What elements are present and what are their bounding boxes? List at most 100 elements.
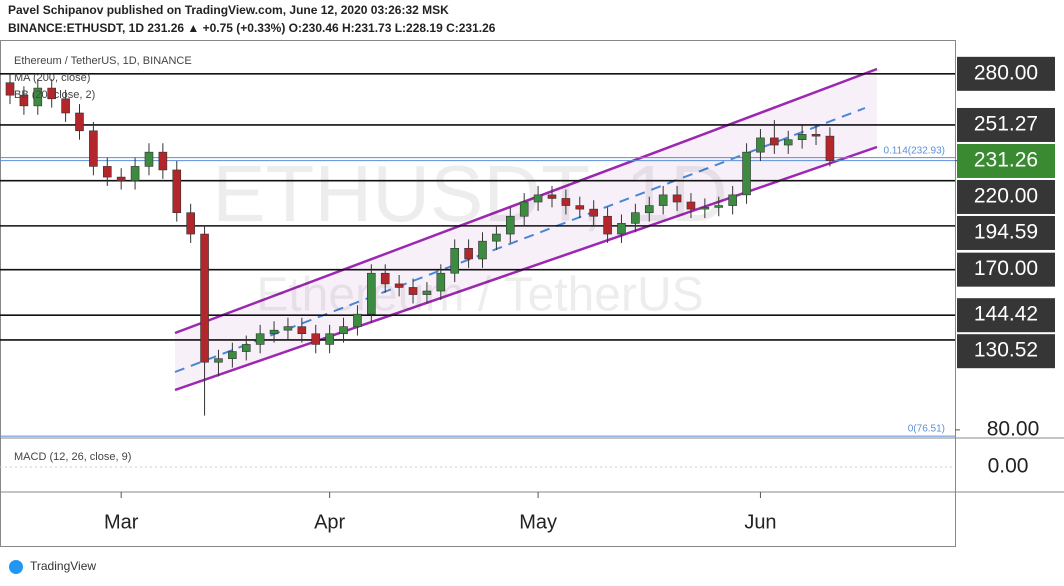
tradingview-logo: TradingView	[9, 559, 96, 574]
candle-body	[783, 139, 793, 146]
candle-body	[144, 151, 154, 167]
candle-body	[450, 247, 460, 274]
x-tick-label: Jun	[744, 511, 776, 533]
candle-body	[797, 134, 807, 140]
y-tick-label: 80.00	[987, 417, 1040, 440]
channel-fill	[175, 69, 877, 390]
x-tick-label: Apr	[314, 511, 345, 533]
candle-body	[130, 166, 140, 181]
candle-body	[589, 208, 598, 217]
candle-body	[478, 240, 487, 260]
footer-text: TradingView	[30, 559, 96, 573]
price-label-box	[957, 215, 1055, 250]
price-label-box	[957, 298, 1055, 333]
fib-label: 0.114(232.93)	[883, 145, 945, 156]
candle-body	[742, 151, 751, 196]
candle-body	[102, 166, 112, 178]
y-tick-label: 130.52	[974, 339, 1038, 362]
legend-item: MA (200, close)	[14, 72, 90, 84]
candle-body	[672, 194, 682, 203]
candle-body	[436, 272, 446, 292]
candle-body	[353, 313, 362, 327]
candle-body	[19, 94, 29, 107]
candle-body	[603, 215, 612, 235]
candle-body	[505, 215, 515, 235]
candle-body	[269, 329, 279, 335]
y-tick-label: 170.00	[974, 257, 1038, 280]
candle-body	[394, 283, 404, 288]
fib-label: 0(76.51)	[908, 424, 945, 435]
candle-body	[547, 194, 557, 199]
candle-body	[158, 151, 168, 171]
candle-body	[617, 223, 626, 235]
legend-item: Ethereum / TetherUS, 1D, BINANCE	[14, 55, 192, 67]
candle-body	[75, 112, 84, 132]
candle-body	[228, 351, 237, 359]
candle-body	[561, 198, 571, 206]
author-line: Pavel Schipanov published on TradingView…	[8, 3, 449, 17]
candle-body	[533, 194, 543, 203]
candle-body	[200, 233, 209, 363]
channel-upper	[174, 67, 878, 335]
candle-body	[631, 212, 640, 224]
x-tick-label: May	[519, 511, 557, 533]
legend-item: BB (20, close, 2)	[14, 89, 95, 101]
candle-body	[61, 98, 70, 114]
candle-body	[700, 207, 710, 210]
watermark: ETHUSDT, 1D Ethereum / TetherUS	[212, 149, 728, 322]
candle-body	[89, 130, 98, 167]
candle-body	[325, 333, 334, 345]
watermark-text: ETHUSDT, 1D	[212, 149, 728, 238]
candle-body	[5, 82, 15, 96]
x-tick-label: Mar	[104, 511, 139, 533]
channel-lower	[174, 145, 878, 392]
candle-body	[644, 205, 654, 213]
candle-body	[297, 326, 307, 335]
candle-body	[380, 272, 390, 285]
y-tick-label: 280.00	[974, 61, 1038, 84]
candle-body	[186, 212, 195, 235]
candle-body	[714, 205, 724, 208]
candle-body	[311, 333, 321, 345]
y-tick-label: 144.42	[974, 303, 1038, 326]
candle-body	[367, 272, 376, 315]
candle-body	[255, 333, 265, 345]
candle-body	[658, 194, 668, 206]
candle-body	[756, 137, 765, 153]
candle-body	[116, 176, 126, 181]
price-label-box	[957, 334, 1055, 369]
symbol-line: BINANCE:ETHUSDT, 1D 231.26 ▲ +0.75 (+0.3…	[8, 21, 496, 35]
macd-tick-label: 0.00	[988, 455, 1029, 478]
candle-body	[172, 169, 182, 213]
candle-body	[728, 194, 737, 206]
price-label-box	[957, 143, 1055, 178]
candle-body	[339, 326, 348, 335]
candle-body	[464, 247, 473, 260]
candle-body	[408, 287, 418, 295]
candle-body	[811, 134, 821, 137]
price-label-box	[957, 56, 1055, 91]
y-tick-label: 194.59	[974, 221, 1038, 244]
candle-body	[283, 326, 293, 331]
price-label-box	[957, 179, 1055, 214]
watermark-text: Ethereum / TetherUS	[256, 269, 703, 322]
candle-body	[492, 233, 501, 242]
candle-body	[422, 290, 432, 295]
candle-body	[825, 135, 835, 161]
price-label-box	[957, 252, 1055, 287]
y-tick-label: 220.00	[974, 185, 1038, 208]
candle-body	[770, 137, 779, 146]
candle-body	[47, 87, 56, 100]
candle-body	[575, 205, 585, 210]
plot: 0.114(232.93) 0(76.51)	[0, 73, 955, 437]
price-label-box	[957, 107, 1055, 142]
y-tick-label: 231.26	[974, 149, 1038, 172]
chart-frame	[0, 40, 956, 547]
candle-body	[33, 87, 43, 107]
macd-title: MACD (12, 26, close, 9)	[14, 451, 131, 463]
candle-body	[686, 201, 696, 210]
candle-body	[214, 358, 223, 363]
candle-body	[241, 344, 251, 352]
